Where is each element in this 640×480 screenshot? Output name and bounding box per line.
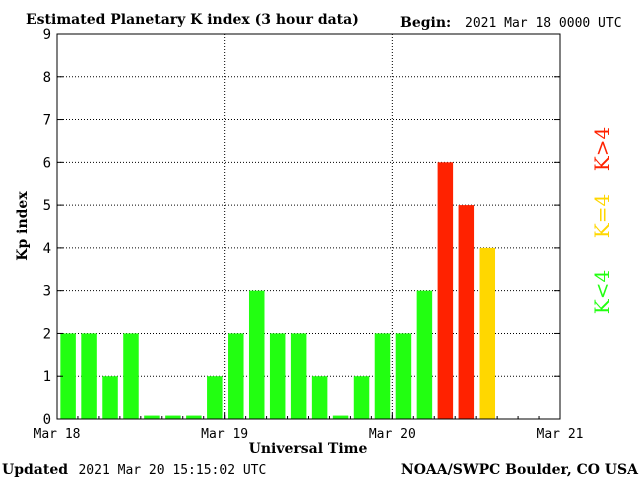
begin-value: 2021 Mar 18 0000 UTC [465, 16, 622, 31]
y-tick-label-8: 8 [43, 70, 51, 86]
updated-label: Updated 2021 Mar 20 15:15:02 UTC [2, 462, 266, 478]
kp-bar-6 [186, 415, 202, 419]
chart-title: Estimated Planetary K index (3 hour data… [26, 12, 359, 28]
kp-bar-4 [144, 415, 160, 419]
kp-bar-20 [479, 247, 496, 419]
y-tick-label-6: 6 [43, 155, 51, 171]
source-credit: NOAA/SWPC Boulder, CO USA [401, 462, 639, 478]
kp-bar-16 [395, 333, 412, 419]
y-axis-ticks: 0 1 2 3 4 5 6 7 8 9 [43, 27, 560, 428]
y-tick-label-5: 5 [43, 198, 51, 214]
y-tick-label-7: 7 [43, 113, 51, 129]
x-tick-label-0: Mar 18 [34, 427, 81, 442]
kp-bar-0 [60, 333, 76, 419]
kp-bar-1 [81, 333, 97, 419]
kp-bar-2 [102, 376, 118, 419]
kp-bar-13 [332, 415, 349, 419]
y-tick-label-9: 9 [43, 27, 51, 43]
kp-bar-14 [353, 376, 370, 419]
x-tick-label-1: Mar 19 [201, 427, 248, 442]
y-axis-label: Kp index [15, 191, 31, 261]
bars-group [60, 162, 496, 420]
updated-label-word: Updated [2, 462, 68, 478]
kp-bar-12 [311, 376, 328, 419]
kp-bar-3 [123, 333, 139, 419]
legend-k-greater-4: K>4 [590, 127, 614, 171]
kp-bar-9 [248, 290, 265, 419]
x-tick-label-2: Mar 20 [369, 427, 416, 442]
kp-bar-17 [416, 290, 433, 419]
kp-bar-7 [207, 376, 223, 419]
x-tick-label-3: Mar 21 [537, 427, 584, 442]
kp-bar-10 [269, 333, 286, 419]
y-tick-label-2: 2 [43, 326, 51, 342]
y-tick-label-0: 0 [43, 412, 51, 428]
legend-k-less-4: K<4 [590, 270, 614, 314]
y-tick-label-3: 3 [43, 284, 51, 300]
begin-label: Begin: [400, 15, 451, 31]
kp-bar-15 [374, 333, 391, 419]
kp-bar-8 [228, 333, 244, 419]
grid-lines [57, 34, 560, 419]
x-axis-ticks: Mar 18 Mar 19 Mar 20 Mar 21 [34, 413, 584, 442]
kp-bar-18 [437, 162, 454, 420]
kp-bar-5 [165, 415, 181, 419]
legend-k-equal-4: K=4 [590, 194, 614, 238]
y-tick-label-1: 1 [43, 369, 51, 385]
kp-bar-19 [458, 205, 475, 419]
x-axis-label: Universal Time [249, 441, 368, 457]
kp-bar-11 [290, 333, 307, 419]
updated-timestamp: 2021 Mar 20 15:15:02 UTC [78, 463, 266, 478]
y-tick-label-4: 4 [43, 241, 51, 257]
